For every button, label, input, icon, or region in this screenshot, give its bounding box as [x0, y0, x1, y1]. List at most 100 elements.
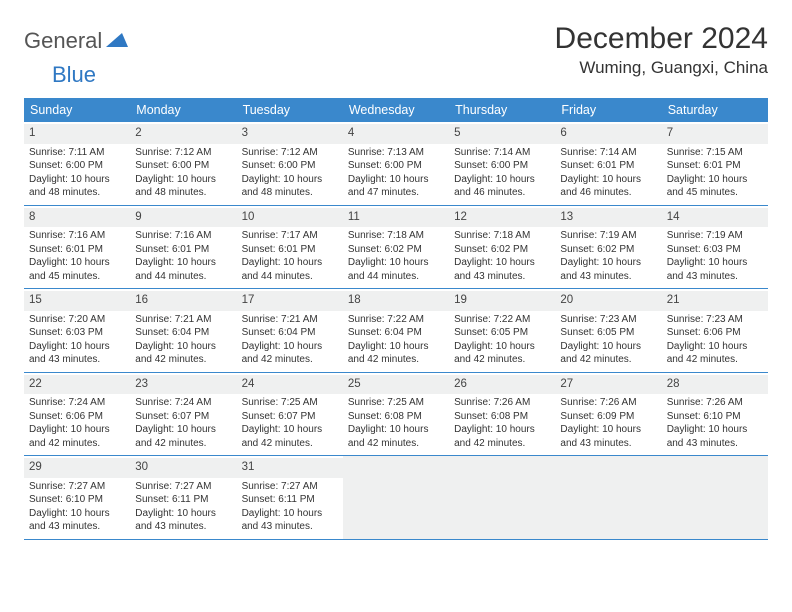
sunset-line: Sunset: 6:07 PM — [242, 410, 338, 424]
calendar-cell: 2Sunrise: 7:12 AMSunset: 6:00 PMDaylight… — [130, 122, 236, 205]
day-number-row: 26 — [449, 375, 555, 395]
day-number-row: 13 — [555, 208, 661, 228]
sunset-line: Sunset: 6:04 PM — [135, 326, 231, 340]
sunset-line: Sunset: 6:05 PM — [454, 326, 550, 340]
sunset-line: Sunset: 6:04 PM — [242, 326, 338, 340]
day-number-row: 18 — [343, 291, 449, 311]
logo: General — [24, 22, 130, 54]
day-number-row: 6 — [555, 124, 661, 144]
sunset-line: Sunset: 6:08 PM — [454, 410, 550, 424]
sunrise-line: Sunrise: 7:16 AM — [135, 229, 231, 243]
calendar-cell: 18Sunrise: 7:22 AMSunset: 6:04 PMDayligh… — [343, 289, 449, 372]
calendar-cell: 27Sunrise: 7:26 AMSunset: 6:09 PMDayligh… — [555, 373, 661, 456]
day-number-row: 7 — [662, 124, 768, 144]
daylight-line-1: Daylight: 10 hours — [348, 423, 444, 437]
sunrise-line: Sunrise: 7:14 AM — [454, 146, 550, 160]
daylight-line-2: and 44 minutes. — [348, 270, 444, 284]
daylight-line-1: Daylight: 10 hours — [135, 340, 231, 354]
calendar-cell: 12Sunrise: 7:18 AMSunset: 6:02 PMDayligh… — [449, 206, 555, 289]
daylight-line-1: Daylight: 10 hours — [667, 423, 763, 437]
sunrise-line: Sunrise: 7:25 AM — [348, 396, 444, 410]
day-number: 3 — [242, 127, 248, 139]
sunrise-line: Sunrise: 7:23 AM — [667, 313, 763, 327]
day-number: 1 — [29, 127, 35, 139]
daylight-line-2: and 43 minutes. — [560, 437, 656, 451]
day-number: 8 — [29, 211, 35, 223]
calendar-cell: 7Sunrise: 7:15 AMSunset: 6:01 PMDaylight… — [662, 122, 768, 205]
day-number: 24 — [242, 378, 255, 390]
sunrise-line: Sunrise: 7:15 AM — [667, 146, 763, 160]
daylight-line-1: Daylight: 10 hours — [29, 507, 125, 521]
day-number-row: 16 — [130, 291, 236, 311]
daylight-line-2: and 47 minutes. — [348, 186, 444, 200]
day-number: 19 — [454, 294, 467, 306]
day-number: 2 — [135, 127, 141, 139]
daylight-line-2: and 42 minutes. — [454, 353, 550, 367]
sunset-line: Sunset: 6:02 PM — [454, 243, 550, 257]
location: Wuming, Guangxi, China — [555, 58, 768, 78]
sunset-line: Sunset: 6:03 PM — [29, 326, 125, 340]
day-number: 23 — [135, 378, 148, 390]
daylight-line-2: and 48 minutes. — [29, 186, 125, 200]
logo-triangle-icon — [106, 31, 128, 52]
day-number-row: 23 — [130, 375, 236, 395]
daylight-line-2: and 42 minutes. — [348, 437, 444, 451]
calendar-cell: 13Sunrise: 7:19 AMSunset: 6:02 PMDayligh… — [555, 206, 661, 289]
day-header: Friday — [555, 98, 661, 122]
daylight-line-2: and 43 minutes. — [667, 437, 763, 451]
daylight-line-2: and 46 minutes. — [454, 186, 550, 200]
sunset-line: Sunset: 6:06 PM — [29, 410, 125, 424]
week-row: 22 Sunrise: 7:24 AM Sunset: 6:06 PM Dayligh… — [24, 373, 768, 457]
daylight-line-1: Daylight: 10 hours — [29, 173, 125, 187]
day-number: 22 — [29, 378, 42, 390]
day-number-row: 27 — [555, 375, 661, 395]
daylight-line-2: and 42 minutes. — [242, 437, 338, 451]
day-number: 27 — [560, 378, 573, 390]
daylight-line-2: and 46 minutes. — [560, 186, 656, 200]
daylight-line-2: and 42 minutes. — [560, 353, 656, 367]
day-number-row: 17 — [237, 291, 343, 311]
day-number: 20 — [560, 294, 573, 306]
calendar-cell: 31Sunrise: 7:27 AMSunset: 6:11 PMDayligh… — [237, 456, 343, 539]
day-number-row: 28 — [662, 375, 768, 395]
calendar-cell: 23Sunrise: 7:24 AMSunset: 6:07 PMDayligh… — [130, 373, 236, 456]
sunset-line: Sunset: 6:09 PM — [560, 410, 656, 424]
daylight-line-2: and 48 minutes. — [135, 186, 231, 200]
calendar-cell: 16Sunrise: 7:21 AMSunset: 6:04 PMDayligh… — [130, 289, 236, 372]
daylight-line-2: and 43 minutes. — [135, 520, 231, 534]
sunrise-line: Sunrise: 7:23 AM — [560, 313, 656, 327]
sunrise-line: Sunrise: 7:17 AM — [242, 229, 338, 243]
day-number-row: 8 — [24, 208, 130, 228]
sunset-line: Sunset: 6:01 PM — [242, 243, 338, 257]
day-number: 28 — [667, 378, 680, 390]
sunrise-line: Sunrise: 7:11 AM — [29, 146, 125, 160]
logo-text-blue: Blue — [52, 62, 96, 87]
daylight-line-1: Daylight: 10 hours — [242, 423, 338, 437]
sunrise-line: Sunrise: 7:21 AM — [242, 313, 338, 327]
daylight-line-1: Daylight: 10 hours — [29, 256, 125, 270]
daylight-line-2: and 45 minutes. — [29, 270, 125, 284]
daylight-line-1: Daylight: 10 hours — [454, 256, 550, 270]
calendar-cell: 21Sunrise: 7:23 AMSunset: 6:06 PMDayligh… — [662, 289, 768, 372]
week-row: 15Sunrise: 7:20 AMSunset: 6:03 PMDayligh… — [24, 289, 768, 373]
sunrise-line: Sunrise: 7:27 AM — [242, 480, 338, 494]
calendar-cell: 1Sunrise: 7:11 AMSunset: 6:00 PMDaylight… — [24, 122, 130, 205]
calendar-cell: 26Sunrise: 7:26 AMSunset: 6:08 PMDayligh… — [449, 373, 555, 456]
calendar-cell: 8Sunrise: 7:16 AMSunset: 6:01 PMDaylight… — [24, 206, 130, 289]
calendar-cell: 6Sunrise: 7:14 AMSunset: 6:01 PMDaylight… — [555, 122, 661, 205]
calendar-cell: 20Sunrise: 7:23 AMSunset: 6:05 PMDayligh… — [555, 289, 661, 372]
daylight-line-2: and 43 minutes. — [667, 270, 763, 284]
day-number-row: 29 — [24, 458, 130, 478]
day-number: 12 — [454, 211, 467, 223]
sunrise-line: Sunrise: 7:24 AM — [135, 396, 231, 410]
calendar-cell: 3Sunrise: 7:12 AMSunset: 6:00 PMDaylight… — [237, 122, 343, 205]
sunset-line: Sunset: 6:00 PM — [135, 159, 231, 173]
calendar-cell: 11Sunrise: 7:18 AMSunset: 6:02 PMDayligh… — [343, 206, 449, 289]
week-row: 1 Sunrise: 7:11 AM Sunset: 6:00 PM Daylight… — [24, 122, 768, 206]
day-number-row: 21 — [662, 291, 768, 311]
daylight-line-1: Daylight: 10 hours — [667, 340, 763, 354]
day-number: 6 — [560, 127, 566, 139]
day-header: Thursday — [449, 98, 555, 122]
day-number: 7 — [667, 127, 673, 139]
day-number-row: 30 — [130, 458, 236, 478]
